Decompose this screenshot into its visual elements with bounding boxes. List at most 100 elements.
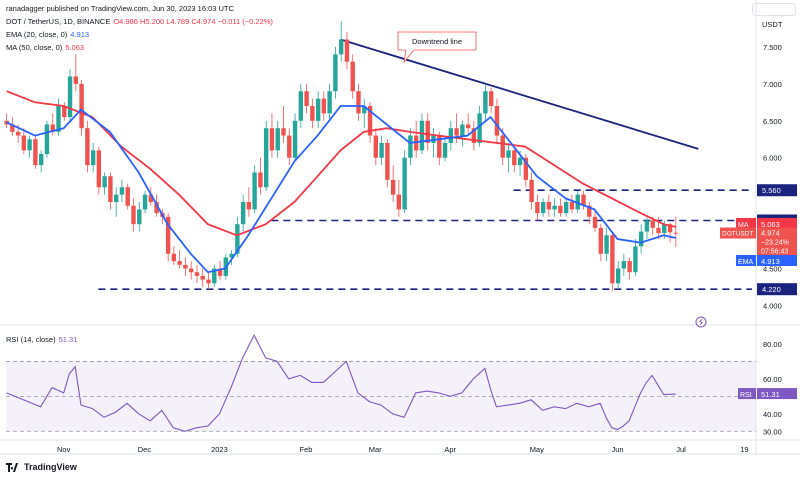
rsi-tag-box bbox=[738, 388, 756, 400]
ma-value-box bbox=[757, 217, 797, 229]
candle-body bbox=[62, 106, 67, 118]
candle-body bbox=[263, 128, 269, 188]
callout-box bbox=[397, 31, 477, 64]
candle-body bbox=[90, 150, 96, 166]
candle-body bbox=[529, 179, 534, 203]
candle bbox=[379, 135, 384, 166]
downtrend-line bbox=[340, 38, 699, 150]
candle bbox=[333, 46, 338, 99]
candle bbox=[442, 135, 448, 162]
candle-body bbox=[79, 83, 84, 129]
candle bbox=[90, 142, 96, 173]
candle bbox=[246, 187, 252, 217]
candle-body bbox=[517, 157, 523, 166]
currency-label: USDT bbox=[762, 20, 783, 29]
candle-body bbox=[200, 275, 205, 280]
candle bbox=[587, 202, 592, 225]
price-tick-label: 6.000 bbox=[763, 154, 782, 163]
candle-body bbox=[188, 268, 194, 273]
candle-body bbox=[38, 154, 44, 166]
price-tick-label: 4.000 bbox=[763, 301, 782, 310]
candle bbox=[298, 83, 304, 129]
candle bbox=[402, 150, 407, 214]
candle bbox=[483, 83, 488, 121]
ma-legend[interactable]: MA (50, close, 0) 5.063 bbox=[6, 43, 84, 53]
event-bolt-icon bbox=[699, 318, 703, 326]
candle bbox=[269, 113, 275, 158]
candle-body bbox=[506, 150, 511, 158]
candle bbox=[465, 113, 471, 136]
candle-body bbox=[500, 135, 505, 158]
candle-body bbox=[217, 268, 223, 276]
candle-body bbox=[552, 205, 557, 210]
candle-body bbox=[298, 91, 304, 121]
candle bbox=[552, 198, 557, 217]
symbol-line: DOT / TetherUS, 1D, BINANCE O4.986 H5.200… bbox=[6, 17, 273, 27]
candle-body bbox=[194, 272, 200, 276]
candle-body bbox=[21, 135, 27, 151]
candle-body bbox=[535, 202, 540, 214]
candle bbox=[165, 213, 171, 262]
level-label: 4.220 bbox=[762, 285, 781, 294]
ema-value-box bbox=[757, 255, 797, 267]
tradingview-logo[interactable]: TradingView bbox=[6, 462, 77, 472]
rsi-value: 51.31 bbox=[761, 390, 780, 399]
price-value-box bbox=[757, 227, 797, 257]
ema-value: 4.913 bbox=[761, 257, 780, 266]
candle-body bbox=[67, 76, 73, 118]
candle-body bbox=[367, 106, 373, 136]
candle-body bbox=[333, 54, 338, 92]
candle-body bbox=[373, 135, 379, 158]
candle-body bbox=[425, 120, 430, 143]
callout-label: Downtrend line bbox=[412, 37, 462, 46]
time-tick-label: 19 bbox=[740, 445, 748, 454]
candle-body bbox=[292, 120, 298, 158]
candle bbox=[67, 69, 73, 121]
rsi-legend[interactable]: RSI (14, close) 51.31 bbox=[6, 335, 77, 345]
candle bbox=[488, 87, 494, 114]
candle bbox=[460, 120, 465, 147]
ema-legend[interactable]: EMA (20, close, 0) 4.913 bbox=[6, 30, 89, 40]
price-tag-box bbox=[720, 227, 756, 239]
price-tag-symbol: DOTUSDT bbox=[722, 231, 753, 238]
candle-body bbox=[137, 209, 142, 225]
candle bbox=[292, 113, 298, 162]
candle bbox=[610, 231, 615, 291]
candle-body bbox=[33, 139, 38, 166]
ma-legend-value: 5.063 bbox=[65, 43, 85, 52]
candle bbox=[673, 216, 679, 248]
candle bbox=[188, 261, 194, 280]
time-tick-label: 2023 bbox=[211, 445, 228, 454]
time-tick-label: Dec bbox=[138, 445, 152, 454]
ema20-line bbox=[6, 105, 676, 274]
price-value: 4.974 bbox=[761, 229, 780, 238]
candle bbox=[102, 172, 107, 195]
candle bbox=[540, 198, 546, 217]
candle bbox=[119, 179, 125, 203]
publisher-text: ranadagger published on TradingView.com,… bbox=[6, 4, 234, 13]
candle-body bbox=[85, 128, 90, 166]
candle-body bbox=[252, 172, 257, 210]
price-countdown: 07:56:43 bbox=[761, 249, 788, 256]
candle-body bbox=[281, 128, 286, 136]
candle-body bbox=[390, 179, 396, 195]
candle-body bbox=[258, 172, 263, 188]
rsi-tick-label: 40.00 bbox=[763, 410, 782, 419]
candle-body bbox=[454, 128, 459, 136]
time-tick-label: Nov bbox=[57, 445, 71, 454]
candle-body bbox=[315, 98, 321, 121]
publisher-line: ranadagger published on TradingView.com,… bbox=[6, 4, 234, 14]
candle-body bbox=[344, 39, 350, 62]
candle-body bbox=[338, 39, 344, 55]
rsi-line bbox=[6, 333, 676, 432]
candle-body bbox=[142, 194, 148, 210]
ohlc-values: O4.986 H5.200 L4.789 C4.974 −0.011 (−0.2… bbox=[113, 17, 273, 26]
candle-body bbox=[437, 135, 442, 158]
ma-value: 5.063 bbox=[761, 220, 780, 229]
candle bbox=[529, 172, 534, 210]
header-toolbar-icon[interactable] bbox=[752, 3, 796, 16]
candle-body bbox=[488, 91, 494, 107]
candle-body bbox=[615, 268, 621, 284]
candle-body bbox=[183, 264, 188, 269]
